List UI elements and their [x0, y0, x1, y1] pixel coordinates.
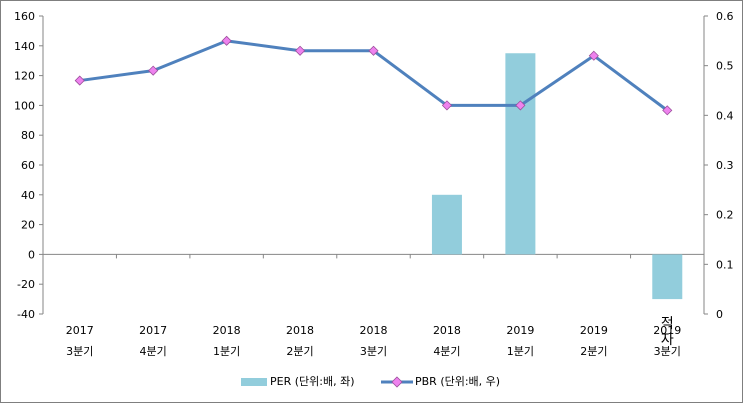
- pbr-point: [368, 45, 379, 56]
- per-bar: [505, 53, 536, 255]
- category-year-label: 2017: [139, 324, 167, 337]
- left-tick-label: 80: [21, 129, 35, 142]
- right-tick-label: 0.2: [716, 209, 734, 222]
- left-tick-label: 100: [14, 99, 35, 112]
- left-tick-label: 160: [14, 10, 35, 23]
- legend-pbr-marker: [391, 376, 403, 388]
- category-quarter-label: 4분기: [140, 345, 167, 358]
- category-quarter-label: 4분기: [433, 345, 460, 358]
- category-quarter-label: 3분기: [66, 345, 93, 358]
- left-tick-label: 60: [21, 159, 35, 172]
- right-tick-label: 0.3: [716, 159, 734, 172]
- per-bar: [652, 254, 683, 300]
- legend-per-swatch: [241, 378, 267, 386]
- pbr-line-series: [74, 35, 673, 116]
- right-tick-label: 0: [716, 308, 723, 321]
- category-quarter-label: 2분기: [286, 345, 313, 358]
- pbr-point: [515, 100, 526, 111]
- category-year-label: 2018: [433, 324, 461, 337]
- right-tick-label: 0.6: [716, 10, 734, 23]
- category-quarter-label: 2분기: [580, 345, 607, 358]
- legend: PER (단위:배, 좌) PBR (단위:배, 우): [241, 375, 500, 388]
- category-quarter-label: 3분기: [360, 345, 387, 358]
- category-year-label: 2017: [66, 324, 94, 337]
- pbr-point: [148, 65, 159, 76]
- legend-per-label: PER (단위:배, 좌): [270, 375, 355, 388]
- category-year-label: 2019: [506, 324, 534, 337]
- category-quarter-label: 3분기: [654, 345, 681, 358]
- pbr-point: [588, 50, 599, 61]
- pbr-point: [441, 100, 453, 111]
- category-year-label: 2019: [653, 324, 681, 337]
- left-tick-label: 40: [21, 189, 35, 202]
- annotation-label: 적자: [654, 316, 680, 332]
- category-year-label: 2018: [360, 324, 388, 337]
- left-tick-label: -20: [17, 278, 35, 291]
- category-quarter-label: 1분기: [213, 345, 240, 358]
- annotation-char: 자: [661, 332, 674, 348]
- per-bars: [431, 53, 683, 300]
- category-year-label: 2018: [213, 324, 241, 337]
- category-quarter-label: 1분기: [507, 345, 534, 358]
- annotation-char: 적: [661, 316, 674, 332]
- pbr-point: [294, 45, 306, 56]
- right-tick-label: 0.1: [716, 258, 734, 271]
- right-tick-label: 0.5: [716, 60, 734, 73]
- legend-pbr-label: PBR (단위:배, 우): [415, 375, 500, 388]
- left-tick-label: 0: [28, 248, 35, 261]
- pbr-point: [74, 75, 85, 86]
- right-tick-label: 0.4: [716, 109, 734, 122]
- axes: [39, 15, 708, 315]
- per-bar: [431, 194, 462, 255]
- left-tick-label: 120: [14, 70, 35, 83]
- left-tick-label: 140: [14, 40, 35, 53]
- pbr-point: [662, 105, 673, 116]
- category-year-label: 2018: [286, 324, 314, 337]
- category-year-label: 2019: [580, 324, 608, 337]
- left-tick-label: -40: [17, 308, 35, 321]
- left-tick-label: 20: [21, 219, 35, 232]
- pbr-point: [221, 35, 232, 46]
- axis-labels: 160 140 120 100 80 60 40 20 0 -20 -40 0.6 0.5 0.4 0.3 0…: [14, 10, 734, 358]
